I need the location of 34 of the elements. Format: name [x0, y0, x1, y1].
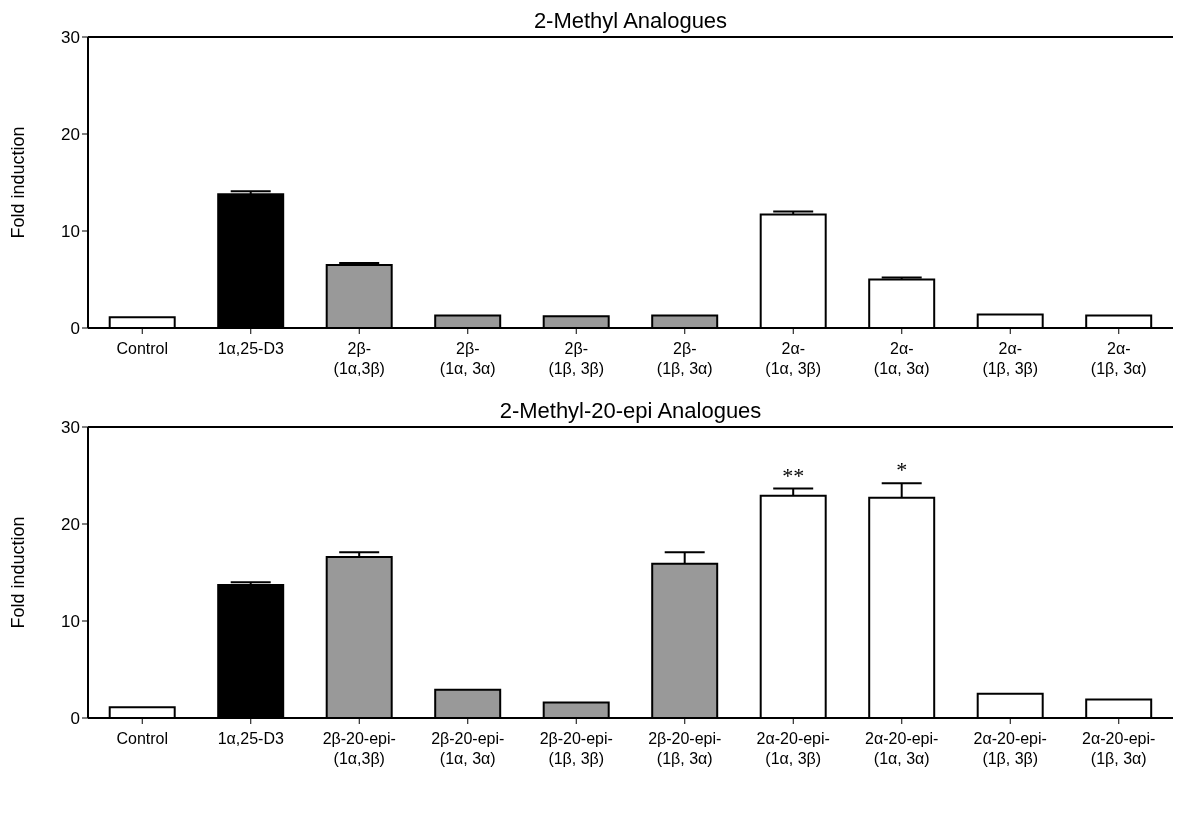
chart-title: 2-Methyl-20-epi Analogues — [498, 398, 763, 424]
y-tick-label: 10 — [61, 222, 80, 242]
annotation: * — [896, 457, 908, 483]
x-tick-label: 1α,25-D3 — [217, 340, 284, 357]
y-tick-label: 20 — [61, 515, 80, 535]
y-tick-label: 30 — [61, 28, 80, 48]
x-tick-label: 2α-(1α, 3α) — [873, 340, 930, 377]
x-tick-label: Control — [116, 730, 169, 747]
x-tick-label: 2β-20-epi-(1β, 3α) — [648, 730, 722, 767]
y-tick-label: 20 — [61, 125, 80, 145]
y-axis-title: Fold induction — [8, 516, 29, 629]
chart-title: 2-Methyl Analogues — [532, 8, 729, 34]
y-tick-label: 0 — [70, 709, 80, 729]
x-tick-label: 2β-20-epi-(1β, 3β) — [539, 730, 613, 767]
x-tick-label: 2α-20-epi-(1α, 3α) — [865, 730, 939, 767]
x-tick-label: 2β-(1α,3β) — [333, 340, 385, 377]
x-tick-label: 2β-20-epi-(1α,3β) — [322, 730, 396, 767]
x-tick-label: 2α-(1β, 3α) — [1090, 340, 1147, 377]
y-tick-label: 30 — [61, 418, 80, 438]
x-tick-label: 1α,25-D3 — [217, 730, 284, 747]
annotation: ** — [782, 462, 805, 488]
y-tick-label: 0 — [70, 319, 80, 339]
x-tick-label: 2β-(1β, 3β) — [548, 340, 605, 377]
x-tick-label: 2β-(1α, 3α) — [439, 340, 496, 377]
x-tick-label: Control — [116, 340, 169, 357]
x-tick-label: 2α-20-epi-(1β, 3β) — [973, 730, 1047, 767]
x-tick-label: 2α-(1β, 3β) — [982, 340, 1039, 377]
y-axis-title: Fold induction — [8, 126, 29, 239]
x-tick-label: 2β-(1β, 3α) — [656, 340, 713, 377]
x-tick-label: 2β-20-epi-(1α, 3α) — [431, 730, 505, 767]
x-tick-label: 2α-20-epi-(1α, 3β) — [756, 730, 830, 767]
y-tick-label: 10 — [61, 612, 80, 632]
x-tick-label: 2α-(1α, 3β) — [765, 340, 822, 377]
x-tick-label: 2α-20-epi-(1β, 3α) — [1082, 730, 1156, 767]
